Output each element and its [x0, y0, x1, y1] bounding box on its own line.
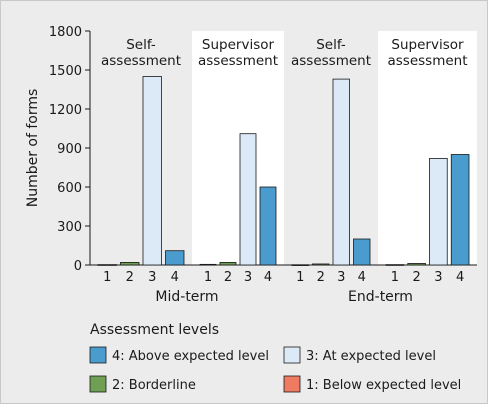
x-tick-label: 1: [296, 270, 304, 285]
y-tick-label: 1200: [49, 103, 82, 118]
bar: [312, 263, 330, 266]
bar: [291, 264, 309, 266]
x-group-label: End-term: [348, 289, 413, 305]
y-tick-label: 0: [74, 259, 82, 274]
x-tick-label: 3: [244, 270, 252, 285]
bar: [142, 76, 162, 266]
bar: [259, 186, 277, 266]
x-tick-label: 4: [456, 270, 464, 285]
legend-label: 1: Below expected level: [306, 378, 461, 393]
x-tick-label: 3: [337, 270, 345, 285]
x-tick-label: 2: [412, 270, 420, 285]
legend-label: 4: Above expected level: [112, 349, 269, 364]
panel-background: [284, 31, 378, 265]
y-tick-label: 1500: [49, 64, 82, 79]
y-axis-title: Number of forms: [25, 89, 41, 208]
bar: [219, 261, 237, 266]
x-tick-label: 4: [264, 270, 272, 285]
bar: [239, 133, 257, 266]
legend-label: 3: At expected level: [306, 349, 436, 364]
panel-title: assessment: [101, 53, 181, 69]
legend-swatch: [283, 346, 301, 364]
x-tick-label: 1: [103, 270, 111, 285]
y-tick-label: 600: [57, 181, 82, 196]
bar: [120, 261, 140, 266]
legend-label: 2: Borderline: [112, 378, 196, 393]
y-tick-label: 1800: [49, 25, 82, 40]
panel-title: Supervisor: [391, 37, 464, 53]
bar: [199, 263, 217, 266]
x-tick-label: 3: [434, 270, 442, 285]
bar: [332, 78, 350, 266]
panel-title: assessment: [387, 53, 467, 69]
x-tick-label: 3: [148, 270, 156, 285]
x-group-label: Mid-term: [155, 289, 218, 305]
legend-swatch: [89, 375, 107, 393]
bar: [385, 264, 405, 266]
x-tick-label: 1: [391, 270, 399, 285]
panel-title: Self-: [316, 37, 346, 53]
legend-title: Assessment levels: [90, 322, 219, 338]
x-tick-label: 4: [358, 270, 366, 285]
panel-title: assessment: [198, 53, 278, 69]
panel-title: Self-: [126, 37, 156, 53]
panel-title: assessment: [291, 53, 371, 69]
bar: [353, 238, 371, 266]
x-tick-label: 4: [171, 270, 179, 285]
bar: [429, 157, 448, 266]
bar: [165, 250, 185, 266]
y-tick-label: 300: [57, 220, 82, 235]
x-tick-label: 2: [224, 270, 232, 285]
panel-title: Supervisor: [202, 37, 275, 53]
bar: [450, 154, 470, 266]
bar: [97, 264, 117, 266]
x-tick-label: 2: [126, 270, 134, 285]
bar: [407, 263, 426, 266]
panel-background: [90, 31, 192, 265]
x-tick-label: 2: [317, 270, 325, 285]
x-tick-label: 1: [204, 270, 212, 285]
y-tick-label: 900: [57, 142, 82, 157]
legend-swatch: [283, 375, 301, 393]
legend-swatch: [89, 346, 107, 364]
